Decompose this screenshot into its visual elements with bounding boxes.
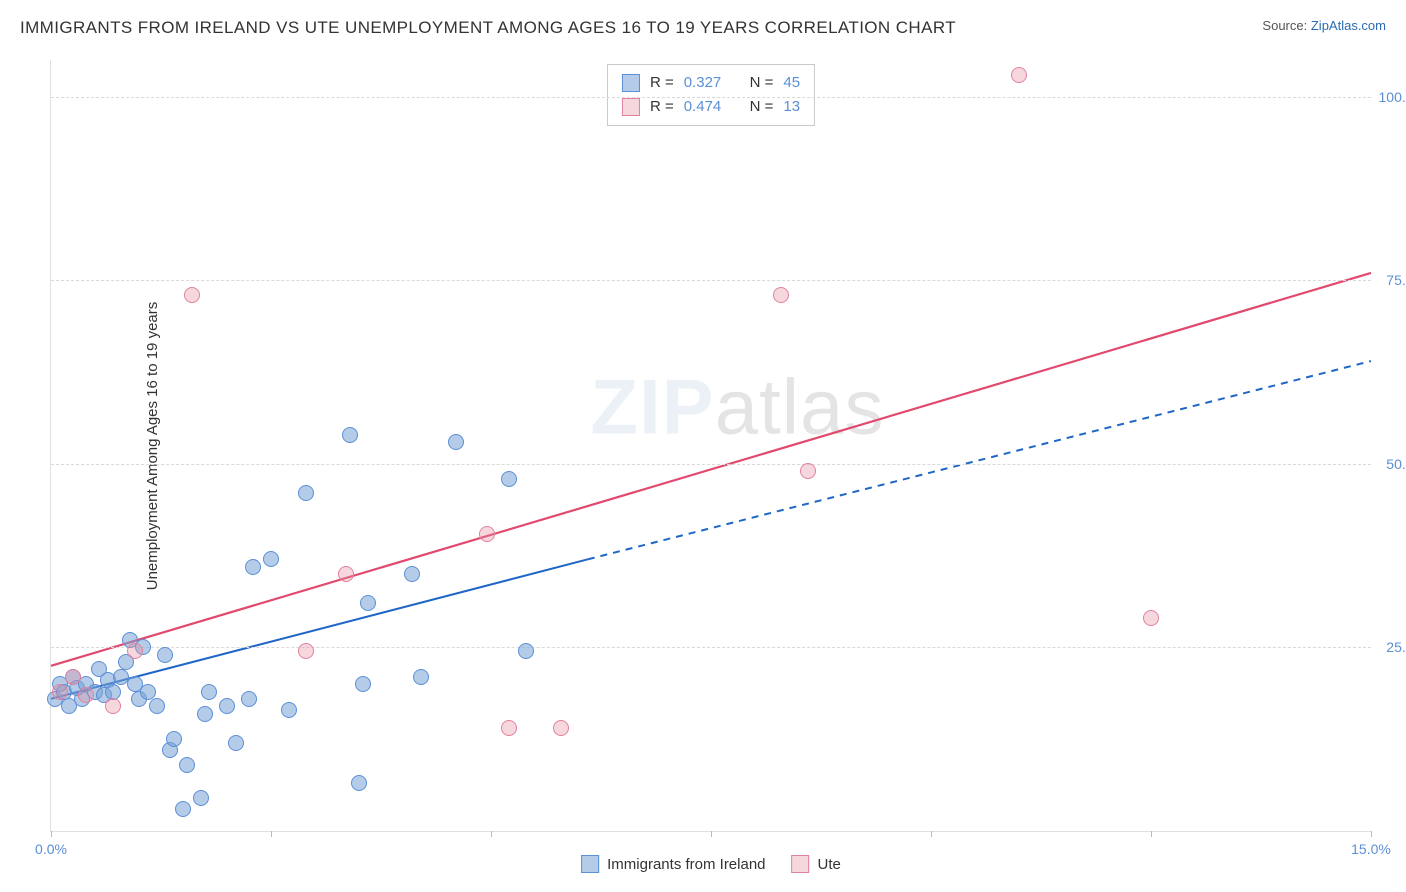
trendline-ireland-dashed xyxy=(588,361,1371,559)
x-tick-label: 0.0% xyxy=(35,841,67,857)
legend-ute-N: 13 xyxy=(783,95,800,119)
legend-row-ireland: R = 0.327 N = 45 xyxy=(622,71,800,95)
x-tick xyxy=(1371,831,1372,837)
data-point-ireland xyxy=(179,757,195,773)
trendline-ute xyxy=(51,273,1371,666)
data-point-ute xyxy=(338,566,354,582)
source-attribution: Source: ZipAtlas.com xyxy=(1262,18,1386,33)
x-tick xyxy=(1151,831,1152,837)
data-point-ireland xyxy=(281,702,297,718)
legend-ireland-R: 0.327 xyxy=(684,71,722,95)
data-point-ireland xyxy=(245,559,261,575)
data-point-ireland xyxy=(448,434,464,450)
data-point-ireland xyxy=(175,801,191,817)
swatch-ireland xyxy=(581,855,599,873)
data-point-ute xyxy=(65,669,81,685)
data-point-ute xyxy=(78,687,94,703)
series-legend: Immigrants from Ireland Ute xyxy=(581,855,841,873)
data-point-ireland xyxy=(404,566,420,582)
y-tick-label: 25.0% xyxy=(1376,639,1406,655)
data-point-ireland xyxy=(166,731,182,747)
y-tick-label: 75.0% xyxy=(1376,272,1406,288)
data-point-ireland xyxy=(355,676,371,692)
gridline-y xyxy=(51,647,1371,648)
gridline-y xyxy=(51,97,1371,98)
data-point-ireland xyxy=(263,551,279,567)
x-tick xyxy=(51,831,52,837)
data-point-ute xyxy=(1011,67,1027,83)
x-tick xyxy=(271,831,272,837)
legend-ute-R: 0.474 xyxy=(684,95,722,119)
data-point-ireland xyxy=(342,427,358,443)
data-point-ireland xyxy=(360,595,376,611)
gridline-y xyxy=(51,280,1371,281)
data-point-ute xyxy=(105,698,121,714)
data-point-ireland xyxy=(219,698,235,714)
data-point-ireland xyxy=(518,643,534,659)
data-point-ute xyxy=(52,684,68,700)
data-point-ireland xyxy=(413,669,429,685)
data-point-ute xyxy=(479,526,495,542)
data-point-ireland xyxy=(298,485,314,501)
data-point-ute xyxy=(553,720,569,736)
legend-R-label: R = xyxy=(650,95,674,119)
chart-title: IMMIGRANTS FROM IRELAND VS UTE UNEMPLOYM… xyxy=(20,18,956,38)
data-point-ireland xyxy=(501,471,517,487)
legend-row-ute: R = 0.474 N = 13 xyxy=(622,95,800,119)
legend-item-ute: Ute xyxy=(792,855,841,873)
data-point-ireland xyxy=(157,647,173,663)
data-point-ireland xyxy=(149,698,165,714)
data-point-ute xyxy=(501,720,517,736)
data-point-ireland xyxy=(241,691,257,707)
x-tick xyxy=(931,831,932,837)
data-point-ute xyxy=(773,287,789,303)
data-point-ireland xyxy=(197,706,213,722)
data-point-ute xyxy=(298,643,314,659)
data-point-ireland xyxy=(228,735,244,751)
scatter-plot-area: ZIPatlas R = 0.327 N = 45 R = 0.474 N = … xyxy=(50,60,1371,832)
x-tick xyxy=(491,831,492,837)
source-link[interactable]: ZipAtlas.com xyxy=(1311,18,1386,33)
swatch-ireland xyxy=(622,74,640,92)
legend-R-label: R = xyxy=(650,71,674,95)
correlation-legend: R = 0.327 N = 45 R = 0.474 N = 13 xyxy=(607,64,815,126)
chart-header: IMMIGRANTS FROM IRELAND VS UTE UNEMPLOYM… xyxy=(20,18,1386,38)
data-point-ute xyxy=(800,463,816,479)
data-point-ireland xyxy=(351,775,367,791)
source-label: Source: xyxy=(1262,18,1307,33)
data-point-ute xyxy=(127,643,143,659)
y-tick-label: 50.0% xyxy=(1376,456,1406,472)
data-point-ireland xyxy=(105,684,121,700)
x-tick xyxy=(711,831,712,837)
data-point-ireland xyxy=(193,790,209,806)
trendlines-layer xyxy=(51,60,1371,831)
data-point-ute xyxy=(184,287,200,303)
swatch-ute xyxy=(792,855,810,873)
data-point-ute xyxy=(1143,610,1159,626)
gridline-y xyxy=(51,464,1371,465)
legend-ireland-N: 45 xyxy=(783,71,800,95)
legend-label-ireland: Immigrants from Ireland xyxy=(607,856,765,873)
legend-label-ute: Ute xyxy=(818,856,841,873)
data-point-ireland xyxy=(140,684,156,700)
legend-N-label: N = xyxy=(750,71,774,95)
legend-item-ireland: Immigrants from Ireland xyxy=(581,855,765,873)
x-tick-label: 15.0% xyxy=(1351,841,1391,857)
y-tick-label: 100.0% xyxy=(1376,89,1406,105)
legend-N-label: N = xyxy=(750,95,774,119)
swatch-ute xyxy=(622,98,640,116)
data-point-ireland xyxy=(201,684,217,700)
